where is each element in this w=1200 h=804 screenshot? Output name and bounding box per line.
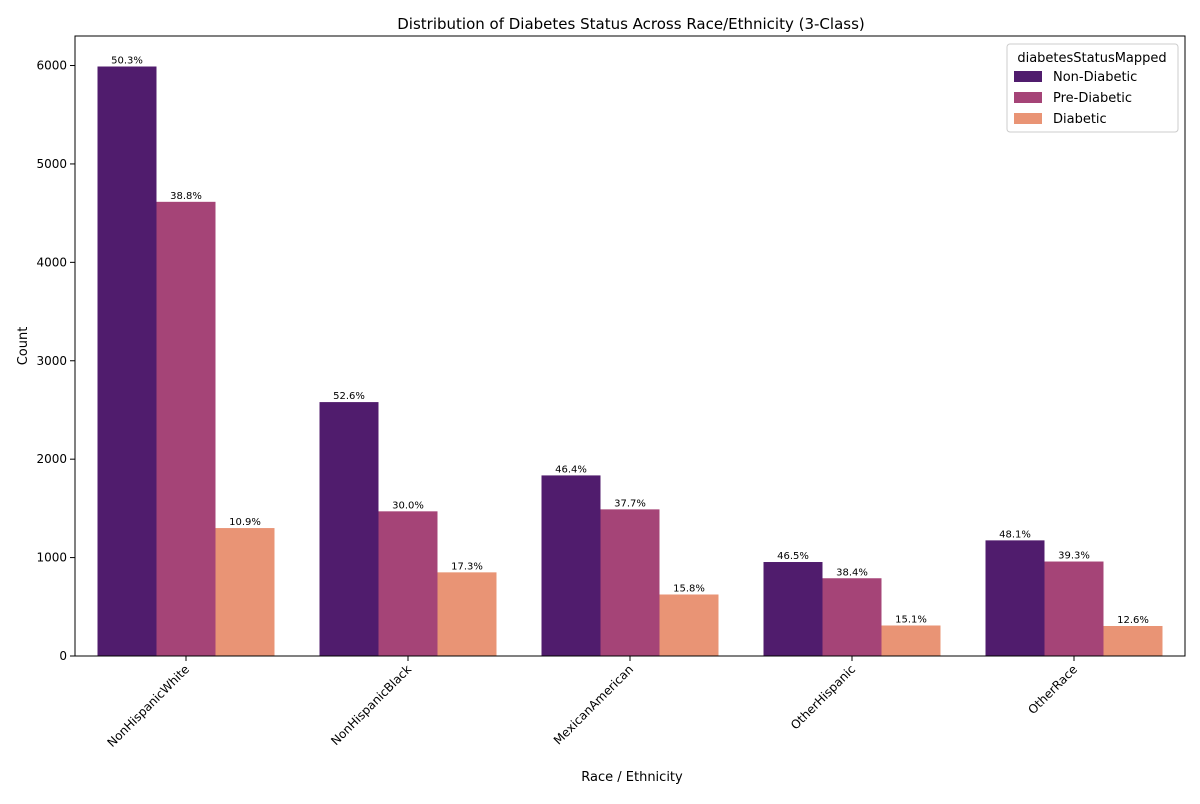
bar-data-label: 15.8% [673, 583, 705, 594]
legend-box [1006, 43, 1179, 133]
bar-non-diabetic [319, 402, 379, 656]
x-tick-label: NonHispanicBlack [328, 662, 414, 748]
bar-non-diabetic [541, 475, 601, 656]
y-tick-label: 4000 [36, 255, 67, 269]
bar-data-label: 50.3% [111, 56, 143, 67]
plot-frame [74, 35, 1186, 657]
legend: diabetesStatusMapped Non-Diabetic Pre-Dia… [1006, 43, 1179, 133]
x-tick-label: OtherRace [1025, 662, 1080, 717]
legend-label: Pre-Diabetic [1053, 91, 1132, 106]
bar-pre-diabetic [1044, 561, 1104, 656]
x-tick-label: OtherHispanic [788, 662, 858, 732]
legend-title: diabetesStatusMapped [1017, 51, 1166, 66]
legend-items: Non-Diabetic Pre-Diabetic Diabetic [1014, 70, 1137, 127]
legend-swatch [1014, 113, 1042, 124]
x-tick-label: MexicanAmerican [551, 662, 636, 747]
bar-data-label: 17.3% [451, 561, 483, 572]
bar-pre-diabetic [600, 509, 660, 656]
y-tick-label: 3000 [36, 354, 67, 368]
y-tick-label: 6000 [36, 59, 67, 73]
bar-labels-group: 50.3% 38.8% 10.9% 52.6% 30.0% 17.3% 46.4% 37.7%… [111, 56, 1149, 626]
bar-diabetic [215, 528, 275, 656]
bar-data-label: 48.1% [999, 529, 1031, 540]
x-axis: NonHispanicWhite NonHispanicBlack MexicanA… [104, 656, 1080, 750]
y-axis-label: Count [16, 327, 31, 366]
y-tick-label: 2000 [36, 452, 67, 466]
bar-data-label: 12.6% [1117, 615, 1149, 626]
bar-diabetic [659, 594, 719, 656]
bar-non-diabetic [97, 66, 157, 656]
bar-non-diabetic [985, 540, 1045, 656]
legend-label: Non-Diabetic [1053, 70, 1137, 85]
bars-group [97, 66, 1163, 657]
bar-data-label: 38.8% [170, 191, 202, 202]
y-axis: 0 1000 2000 3000 4000 5000 6000 [36, 59, 75, 663]
bar-data-label: 37.7% [614, 498, 646, 509]
chart-title: Distribution of Diabetes Status Across R… [397, 15, 865, 33]
legend-swatch [1014, 71, 1042, 82]
bar-data-label: 52.6% [333, 391, 365, 402]
bar-diabetic [437, 572, 497, 656]
x-axis-label: Race / Ethnicity [581, 770, 683, 785]
bar-data-label: 46.4% [555, 464, 587, 475]
bar-data-label: 30.0% [392, 500, 424, 511]
bar-diabetic [881, 625, 941, 656]
bar-pre-diabetic [156, 201, 216, 657]
y-tick-label: 5000 [36, 157, 67, 171]
bar-pre-diabetic [822, 578, 882, 656]
x-tick-label: NonHispanicWhite [104, 662, 192, 750]
legend-label: Diabetic [1053, 112, 1107, 127]
bar-pre-diabetic [378, 511, 438, 656]
bar-data-label: 39.3% [1058, 551, 1090, 562]
legend-swatch [1014, 92, 1042, 103]
bar-non-diabetic [763, 562, 823, 656]
bar-diabetic [1103, 625, 1163, 656]
y-tick-label: 1000 [36, 551, 67, 565]
bar-data-label: 10.9% [229, 517, 261, 528]
bar-data-label: 38.4% [836, 567, 868, 578]
y-tick-label: 0 [59, 649, 67, 663]
bar-data-label: 46.5% [777, 551, 809, 562]
bar-data-label: 15.1% [895, 614, 927, 625]
